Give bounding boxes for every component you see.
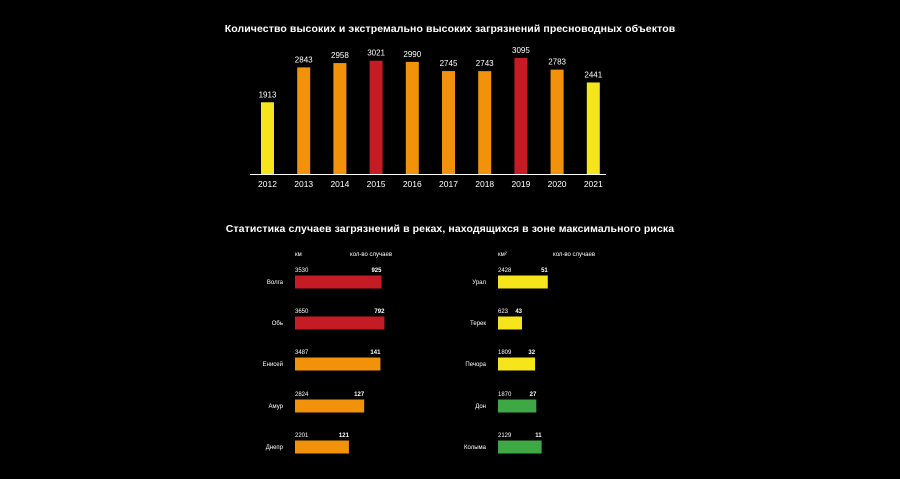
bar-value-label: 2990 [403,50,421,59]
year-tick-label: 2021 [584,179,603,189]
river-bar-2 [498,316,522,330]
river-bar-1 [498,275,548,289]
river-name-label: Колыма [464,445,487,451]
year-tick-label: 2015 [367,179,386,189]
river-bar-2 [295,316,385,330]
yearly-bar-chart: 1913 2012 2843 2013 2958 2014 3021 2015 2990 2016… [250,46,606,189]
river-name-label: Амур [269,404,284,410]
bar-value-label: 2783 [548,58,566,67]
river-length-label: 3650 [295,309,309,315]
river-cases-label: 121 [339,433,350,439]
bar-2018 [478,71,492,174]
river-name-label: Обь [272,321,283,327]
bar-value-label: 2745 [440,59,458,68]
river-length-label: 3530 [295,268,309,274]
river-cases-label: 141 [370,350,381,356]
river-cases-label: 127 [354,392,365,398]
right-count-column-header: кол-во случаев [553,252,595,258]
bar-2016 [405,61,419,174]
left-count-column-header: кол-во случаев [350,252,392,258]
bottom-chart-title: Статистика случаев загрязнений в реках, … [225,223,675,235]
river-name-label: Печора [465,362,486,368]
river-length-label: 2201 [295,433,309,439]
bar-value-label: 2743 [476,59,494,68]
river-bar-1 [295,275,382,289]
river-cases-label: 32 [528,350,535,356]
river-cases-label: 27 [530,392,537,398]
bar-value-label: 2958 [331,51,349,60]
year-tick-label: 2017 [439,179,458,189]
bar-2020 [550,69,564,174]
right-length-column-header: км² [498,252,507,258]
bar-2021 [586,82,600,174]
year-tick-label: 2020 [548,179,567,189]
year-tick-label: 2013 [294,179,313,189]
river-bar-3 [498,357,536,371]
bar-value-label: 2441 [584,70,602,79]
left-length-column-header: км [295,252,302,258]
river-cases-label: 43 [515,309,522,315]
river-cases-label: 792 [374,309,385,315]
river-cases-label: 925 [371,268,382,274]
top-chart-title: Количество высоких и экстремально высоки… [224,23,676,35]
bar-2014 [333,63,347,175]
river-length-label: 2129 [498,433,512,439]
river-bar-5 [295,440,349,454]
river-cases-label: 51 [541,268,548,274]
river-name-label: Волга [267,280,284,286]
bar-2013 [297,67,311,174]
river-bar-3 [295,357,381,371]
river-bar-5 [498,440,542,454]
river-length-label: 2428 [498,268,512,274]
bar-2017 [442,71,455,174]
rivers-right-chart: км² кол-во случаев Урал 2428 51 Терек 623 43 Печ… [464,252,595,454]
bar-2019 [514,57,528,174]
river-bar-4 [295,399,365,413]
bar-2015 [369,60,383,174]
river-name-label: Урал [472,280,486,286]
bar-value-label: 3095 [512,46,530,55]
bar-value-label: 2843 [295,55,313,64]
river-cases-label: 11 [535,433,542,439]
rivers-left-chart: км кол-во случаев Волга 3530 925 Обь 3650 792 Ен… [263,252,392,454]
river-length-label: 623 [498,309,509,315]
bar-value-label: 3021 [367,49,385,58]
year-tick-label: 2012 [258,179,277,189]
bar-value-label: 1913 [259,90,277,99]
river-length-label: 1870 [498,392,512,398]
river-length-label: 2824 [295,392,309,398]
river-name-label: Енисей [263,361,283,368]
river-length-label: 3487 [295,350,309,356]
river-name-label: Днепр [266,445,284,451]
bar-2012 [261,102,274,174]
river-name-label: Терек [470,321,486,327]
year-tick-label: 2019 [511,179,530,189]
year-tick-label: 2014 [330,179,349,189]
river-bar-4 [498,399,537,413]
river-name-label: Дон [475,404,486,410]
river-length-label: 1809 [498,350,512,356]
year-tick-label: 2018 [475,179,494,189]
year-tick-label: 2016 [403,179,422,189]
